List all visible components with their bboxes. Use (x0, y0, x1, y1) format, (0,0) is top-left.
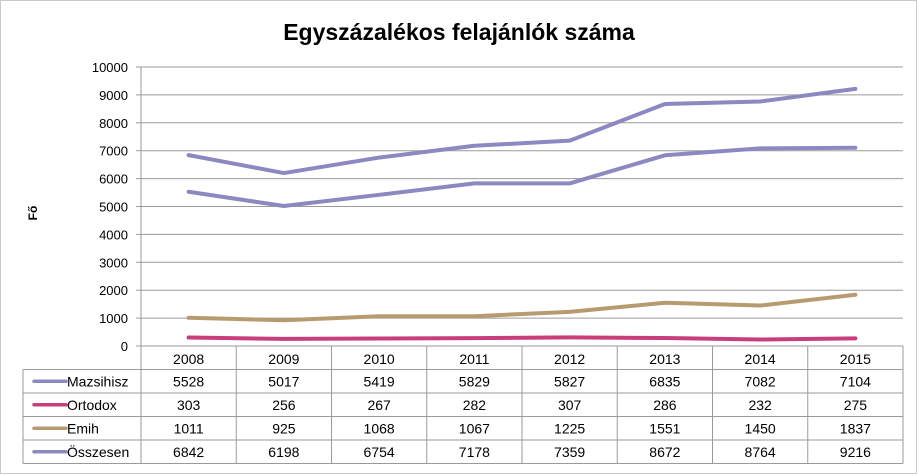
data-label: 5017 (268, 373, 299, 389)
data-label: 5419 (364, 373, 395, 389)
data-label: 6198 (268, 444, 299, 460)
data-label: 7178 (459, 444, 490, 460)
series-line-összesen (186, 86, 858, 176)
y-tick-label: 6000 (99, 172, 128, 187)
x-tick-label: 2014 (745, 351, 776, 367)
data-label: 6842 (173, 444, 204, 460)
x-tick-label: 2009 (268, 351, 299, 367)
x-tick-label: 2013 (649, 351, 680, 367)
data-label: 256 (272, 397, 296, 413)
legend-entry: Összesen (67, 443, 129, 460)
data-label: 6835 (649, 373, 680, 389)
data-label: 1837 (840, 420, 871, 436)
data-label: 1067 (459, 420, 490, 436)
y-tick-label: 0 (121, 339, 128, 354)
data-label: 8764 (745, 444, 776, 460)
legend-entry: Ortodox (67, 397, 117, 413)
data-label: 1551 (649, 420, 680, 436)
data-label: 5827 (554, 373, 585, 389)
data-label: 5829 (459, 373, 490, 389)
series-line-emih (186, 292, 858, 323)
data-label: 1068 (364, 420, 395, 436)
y-tick-label: 1000 (99, 311, 128, 326)
series-line-mazsihisz (186, 145, 858, 209)
data-label: 8672 (649, 444, 680, 460)
y-tick-label: 3000 (99, 255, 128, 270)
data-label: 5528 (173, 373, 204, 389)
x-tick-label: 2010 (364, 351, 395, 367)
data-label: 1225 (554, 420, 585, 436)
data-label: 1450 (745, 420, 776, 436)
data-label: 275 (844, 397, 868, 413)
data-label: 925 (272, 420, 296, 436)
data-label: 9216 (840, 444, 871, 460)
data-label: 267 (367, 397, 391, 413)
data-label: 6754 (364, 444, 395, 460)
data-label: 282 (463, 397, 487, 413)
data-label: 303 (177, 397, 201, 413)
data-label: 232 (748, 397, 772, 413)
y-tick-labels: 0 1000 2000 3000 4000 5000 6000 7000 8000 9000 100… (92, 60, 128, 354)
data-label: 7082 (745, 373, 776, 389)
data-label: 1011 (174, 420, 204, 436)
chart-title: Egyszázalékos felajánlók száma (283, 19, 635, 45)
gridlines (136, 66, 903, 347)
data-label: 286 (653, 397, 677, 413)
legend-entry: Mazsihisz (67, 373, 128, 389)
y-tick-label: 4000 (99, 227, 128, 242)
y-tick-label: 9000 (99, 88, 128, 103)
x-tick-label: 2015 (840, 351, 871, 367)
y-tick-label: 10000 (92, 60, 128, 75)
y-tick-label: 7000 (99, 144, 128, 159)
data-label: 307 (558, 397, 582, 413)
y-axis-label: Fő (26, 206, 40, 221)
y-tick-label: 8000 (99, 116, 128, 131)
y-tick-label: 2000 (99, 283, 128, 298)
data-label: 7359 (554, 444, 585, 460)
data-label: 7104 (840, 373, 871, 389)
series-lines (186, 86, 858, 342)
y-tick-label: 5000 (99, 200, 128, 215)
x-tick-label: 2012 (554, 351, 585, 367)
series-line-ortodox (186, 335, 858, 342)
legend-entry: Emih (67, 420, 99, 436)
data-table: 2008 2009 2010 2011 2012 2013 2014 2015 Mazsihis… (22, 345, 904, 464)
x-tick-label: 2008 (173, 351, 204, 367)
x-tick-label: 2011 (459, 351, 489, 367)
